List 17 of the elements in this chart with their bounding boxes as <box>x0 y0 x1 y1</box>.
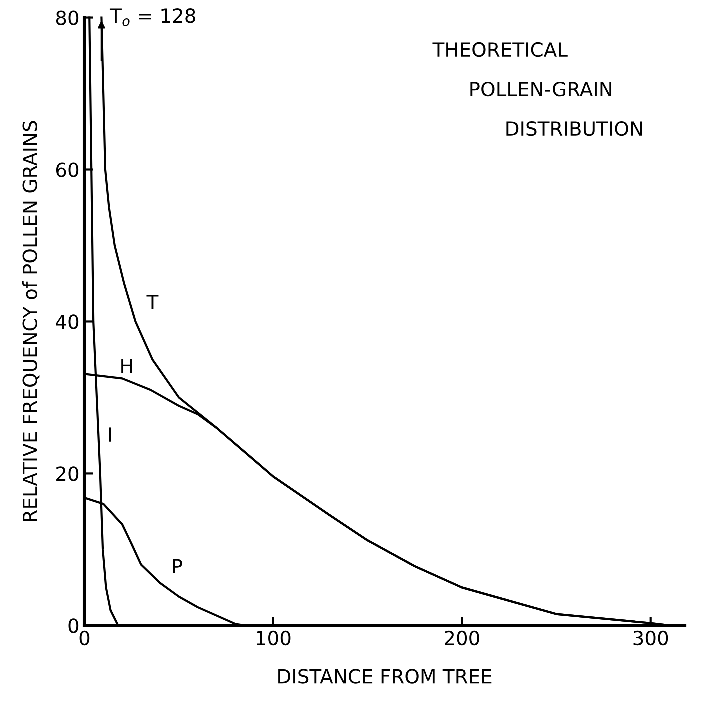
series-label: I <box>109 428 112 442</box>
y-tick-label: 40 <box>56 314 79 330</box>
series-label: H <box>122 359 132 374</box>
x-tick-label: 300 <box>634 630 668 646</box>
x-tick-label: 100 <box>257 630 291 646</box>
y-tick-label: 80 <box>56 10 79 26</box>
series-label: P <box>173 559 182 574</box>
y-axis-title: RELATIVE FREQUENCY of POLLEN GRAINS <box>22 121 40 522</box>
y-tick-label: 60 <box>56 162 79 178</box>
y-tick-label: 20 <box>56 466 79 482</box>
annotation: T$_{o}$ = 128 <box>110 8 196 26</box>
x-axis-title: DISTANCE FROM TREE <box>278 669 492 684</box>
series-label: T <box>146 295 159 310</box>
chart-title: THEORETICAL POLLEN-GRAIN DISTRIBUTION <box>432 42 642 136</box>
x-tick-label: 0 <box>80 630 90 646</box>
y-tick-label: 0 <box>68 618 79 634</box>
x-tick-label: 200 <box>445 630 480 646</box>
